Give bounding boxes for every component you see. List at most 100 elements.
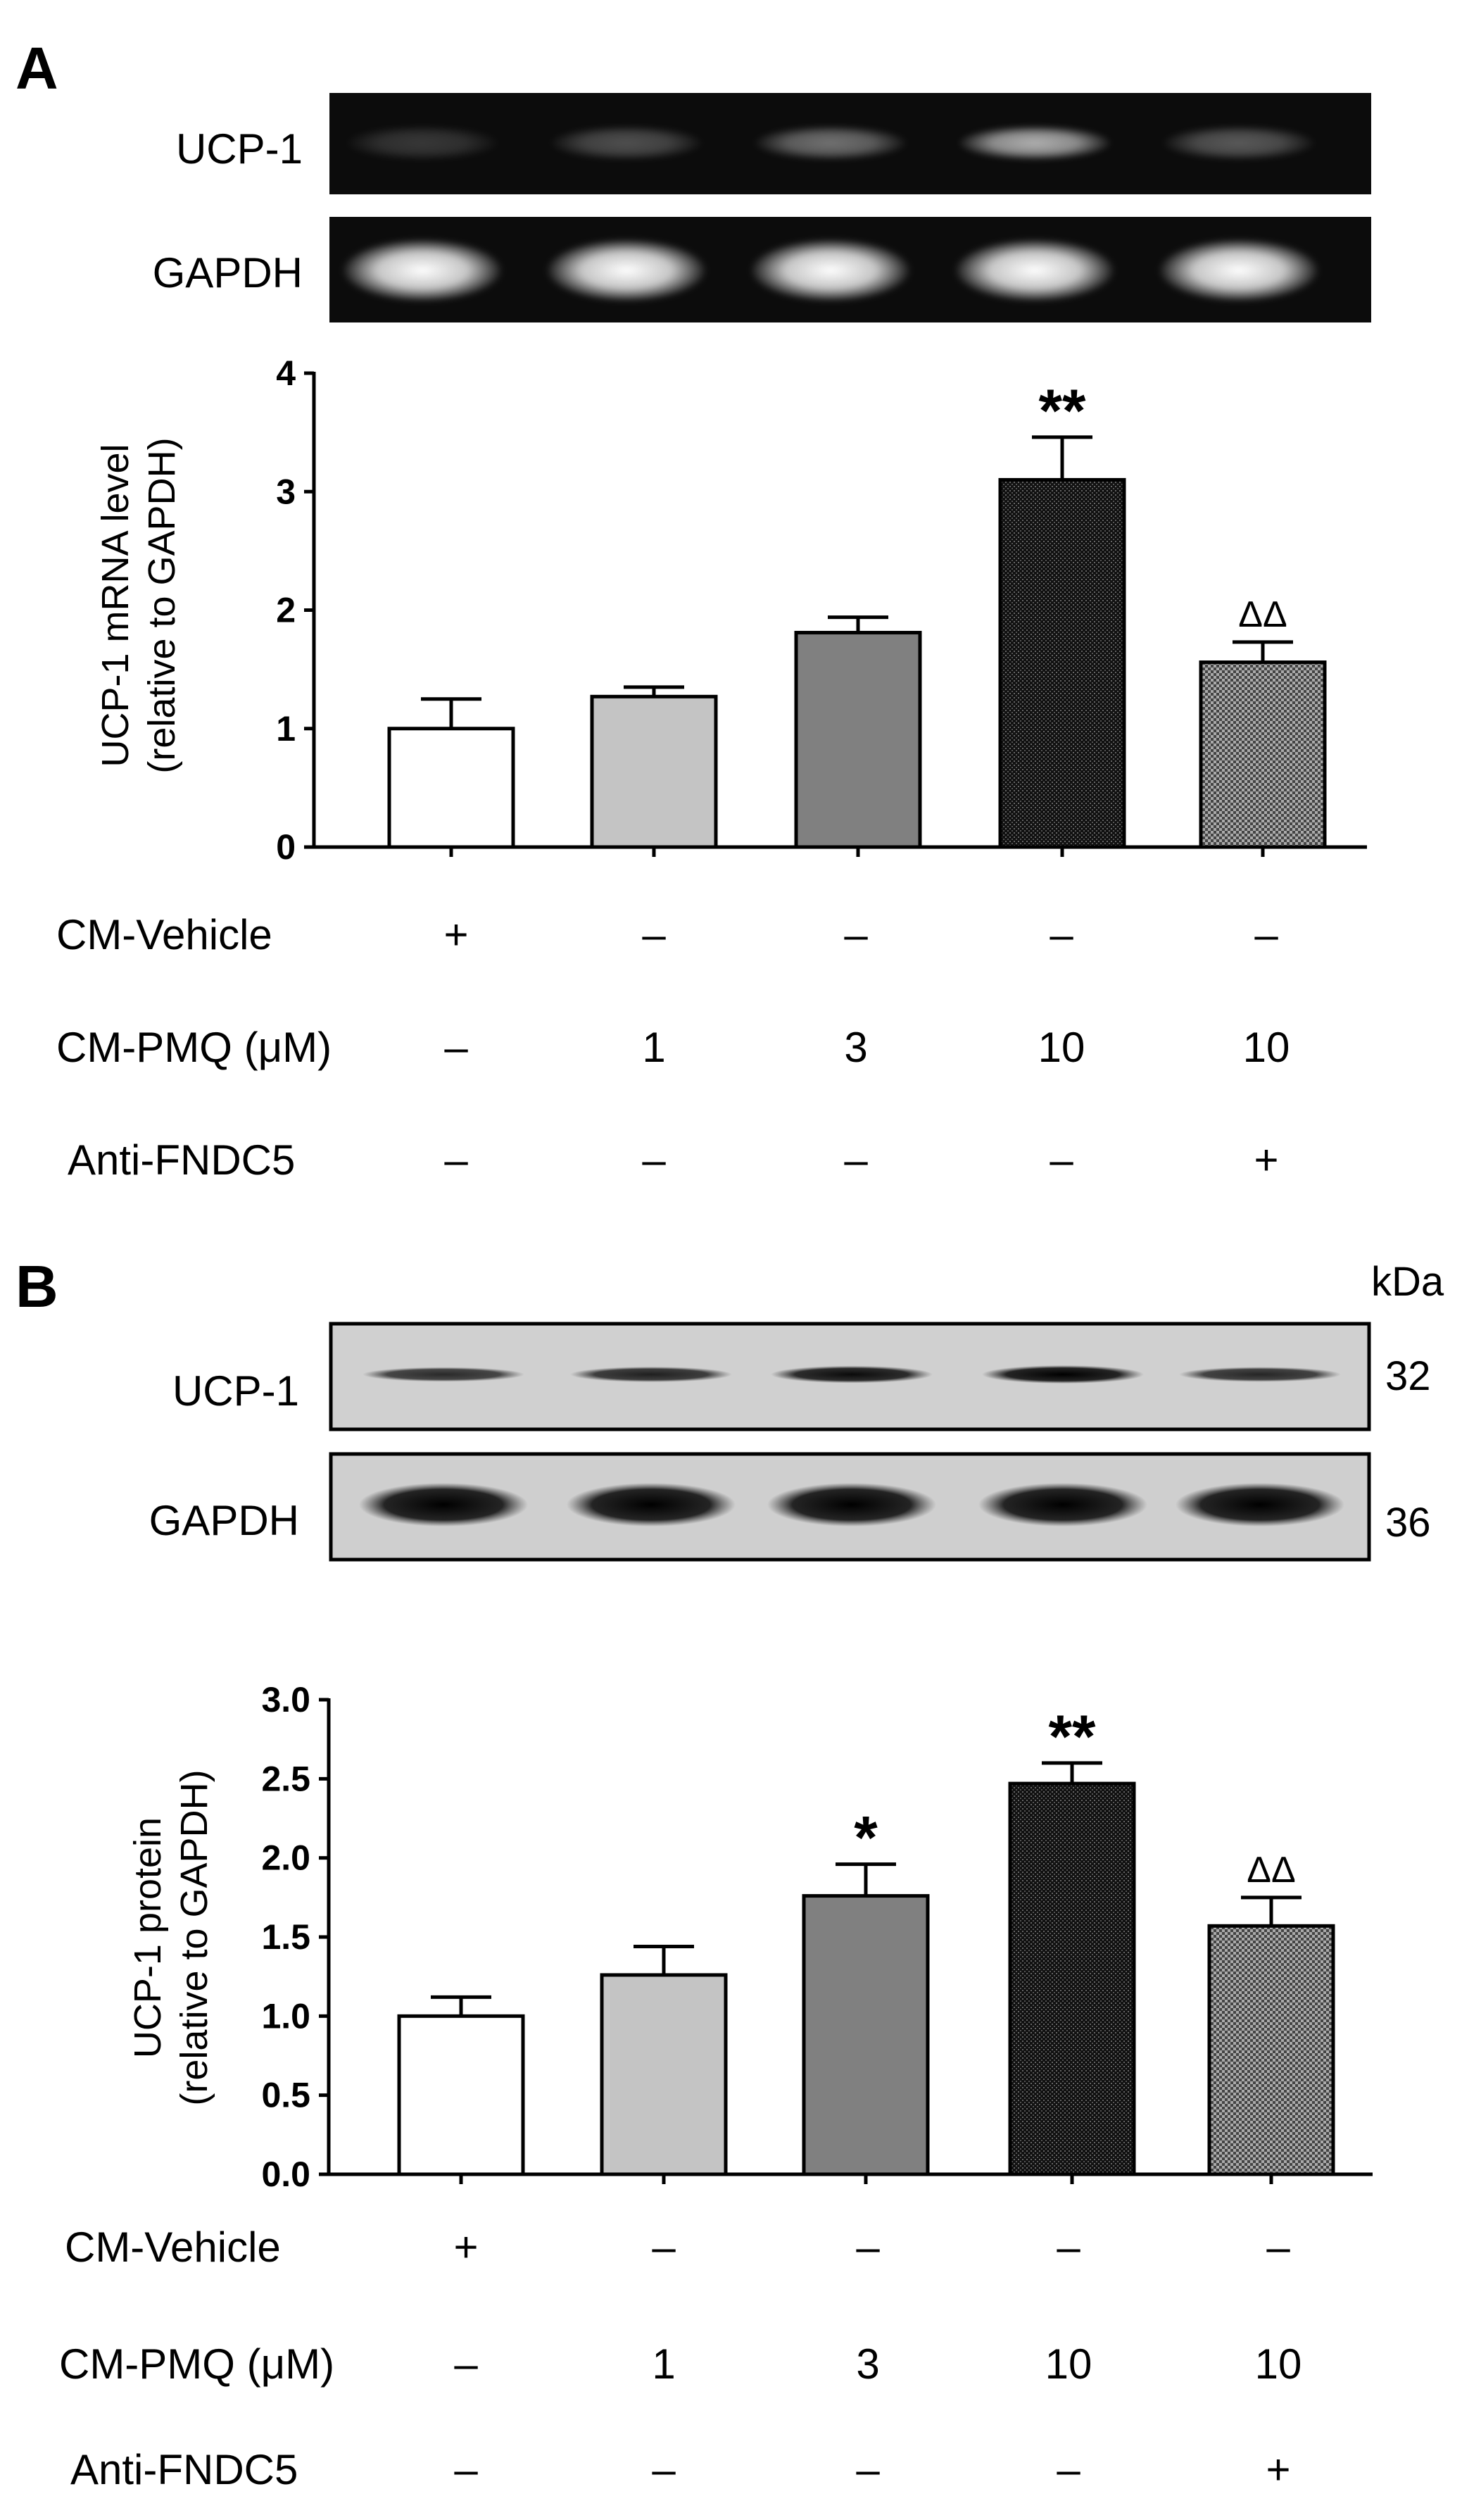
y-tick-label: 3.0 <box>261 1680 310 1719</box>
cond-a-row1-v2: – <box>642 911 666 958</box>
bar <box>1199 660 1327 849</box>
panel-b-letter: B <box>15 1253 58 1319</box>
blot-band <box>750 239 912 302</box>
cond-b-row1-v2: – <box>652 2224 676 2271</box>
bar <box>998 477 1126 849</box>
blot-b-row2-bands <box>359 1483 1344 1527</box>
cond-b-row2-v3: 3 <box>856 2340 879 2388</box>
y-tick-label: 0 <box>276 827 296 867</box>
cond-a-row2-label: CM-PMQ (μM) <box>56 1024 332 1071</box>
bar <box>590 694 718 849</box>
chart-a-ylabel-line2: (relative to GAPDH) <box>141 437 183 773</box>
cond-b-row3-v2: – <box>652 2446 676 2493</box>
blot-band <box>753 125 908 161</box>
blot-band <box>359 1483 528 1527</box>
y-tick-label: 1.0 <box>261 1996 310 2036</box>
cond-a-row3-v2: – <box>642 1136 666 1184</box>
blot-band <box>1158 239 1320 302</box>
cond-a-row1-label: CM-Vehicle <box>56 911 272 958</box>
cond-b-row3-v3: – <box>856 2446 880 2493</box>
conditions-b: CM-Vehicle + – – – – CM-PMQ (μM) – 1 3 1… <box>59 2224 1302 2493</box>
cond-b-row1-v4: – <box>1057 2224 1080 2271</box>
cond-a-row1-v5: – <box>1254 911 1278 958</box>
cond-a-row2-v1: – <box>444 1024 468 1071</box>
bar <box>1207 1924 1335 2176</box>
cond-a-row3-v1: – <box>444 1136 468 1184</box>
significance-label: ΔΔ <box>1247 1850 1295 1891</box>
blot-band <box>363 1367 524 1382</box>
blot-b-row1-kda: 32 <box>1385 1353 1431 1399</box>
blot-a-row1-label: UCP-1 <box>176 125 303 173</box>
blot-a-row2-bands <box>341 239 1320 302</box>
chart-a-plot: 0 1 2 3 4 ** ΔΔ <box>276 353 1367 867</box>
blot-band <box>567 1483 736 1527</box>
cond-a-row1-v1: + <box>443 911 468 958</box>
blot-band <box>1161 125 1316 161</box>
bar <box>802 1894 930 2176</box>
cond-a-row3-label: Anti-FNDC5 <box>68 1136 295 1184</box>
bar <box>397 2014 525 2176</box>
cond-b-row2-label: CM-PMQ (μM) <box>59 2340 334 2388</box>
cond-a-row3-v4: – <box>1050 1136 1073 1184</box>
blot-b-row2-label: GAPDH <box>149 1497 299 1544</box>
cond-a-row2-v4: 10 <box>1038 1024 1085 1071</box>
y-tick-label: 2.5 <box>261 1759 310 1798</box>
cond-b-row3-v1: – <box>454 2446 478 2493</box>
significance-label: ** <box>1039 377 1086 445</box>
cond-b-row3-v5: + <box>1266 2446 1290 2493</box>
blot-b-kda-header: kDa <box>1371 1259 1444 1305</box>
bar <box>1008 1781 1136 2176</box>
cond-b-row1-label: CM-Vehicle <box>65 2224 281 2271</box>
blot-band <box>767 1483 936 1527</box>
panel-a-letter: A <box>15 35 58 101</box>
panel-b-blot: kDa UCP-1 32 GAPDH 36 <box>149 1259 1444 1562</box>
y-tick-label: 1 <box>276 709 296 748</box>
cond-a-row1-v3: – <box>844 911 868 958</box>
significance-label: * <box>854 1805 878 1872</box>
blot-b-row2-kda: 36 <box>1385 1500 1431 1546</box>
y-tick-label: 0.5 <box>261 2076 310 2115</box>
blot-band <box>954 239 1116 302</box>
blot-b-row1-bands <box>363 1365 1341 1384</box>
cond-b-row3-label: Anti-FNDC5 <box>70 2446 298 2493</box>
significance-label: ** <box>1049 1703 1096 1771</box>
blot-b-row1-label: UCP-1 <box>172 1367 299 1415</box>
y-tick-label: 4 <box>276 353 296 393</box>
panel-b: B kDa UCP-1 32 GAPDH 36 0.0 0.5 1.0 1.5 2.0 2… <box>15 1253 1444 2493</box>
y-tick-label: 0.0 <box>261 2155 310 2194</box>
blot-a-row2-label: GAPDH <box>153 249 303 296</box>
panel-a: A UCP-1 GAPDH 0 1 2 3 4 ** ΔΔ UCP-1 mRNA level… <box>15 35 1371 1184</box>
blot-band <box>345 125 500 161</box>
chart-b-plot: 0.00.51.01.52.02.53.0***ΔΔ <box>261 1680 1373 2194</box>
blot-band <box>549 125 704 161</box>
y-tick-label: 1.5 <box>261 1917 310 1957</box>
conditions-a: CM-Vehicle + – – – – CM-PMQ (μM) – 1 3 1… <box>56 911 1290 1184</box>
cond-b-row2-v1: – <box>454 2340 478 2388</box>
blot-band <box>957 125 1112 161</box>
chart-b-ylabel-line1: UCP-1 protein <box>127 1817 169 2058</box>
blot-band <box>978 1483 1147 1527</box>
blot-a-row1-bands <box>345 125 1316 161</box>
bar <box>387 727 515 849</box>
blot-band <box>570 1366 732 1383</box>
bar <box>600 1973 728 2176</box>
y-tick-label: 3 <box>276 472 296 511</box>
significance-label: ΔΔ <box>1238 594 1287 635</box>
cond-b-row2-v2: 1 <box>652 2340 675 2388</box>
y-tick-label: 2 <box>276 591 296 630</box>
blot-band <box>546 239 707 302</box>
cond-a-row1-v4: – <box>1050 911 1073 958</box>
chart-b-ylabel-line2: (relative to GAPDH) <box>173 1769 215 2105</box>
blot-band <box>771 1365 933 1384</box>
cond-b-row1-v5: – <box>1266 2224 1290 2271</box>
chart-b: 0.00.51.01.52.02.53.0***ΔΔ UCP-1 protein… <box>127 1680 1373 2194</box>
chart-a: 0 1 2 3 4 ** ΔΔ UCP-1 mRNA level (relative to … <box>94 353 1367 867</box>
cond-a-row3-v5: + <box>1254 1136 1278 1184</box>
cond-b-row2-v4: 10 <box>1045 2340 1092 2388</box>
cond-b-row3-v4: – <box>1057 2446 1080 2493</box>
blot-band <box>982 1365 1144 1384</box>
blot-band <box>1179 1367 1341 1382</box>
cond-b-row2-v5: 10 <box>1255 2340 1302 2388</box>
panel-a-blot: UCP-1 GAPDH <box>153 93 1371 322</box>
